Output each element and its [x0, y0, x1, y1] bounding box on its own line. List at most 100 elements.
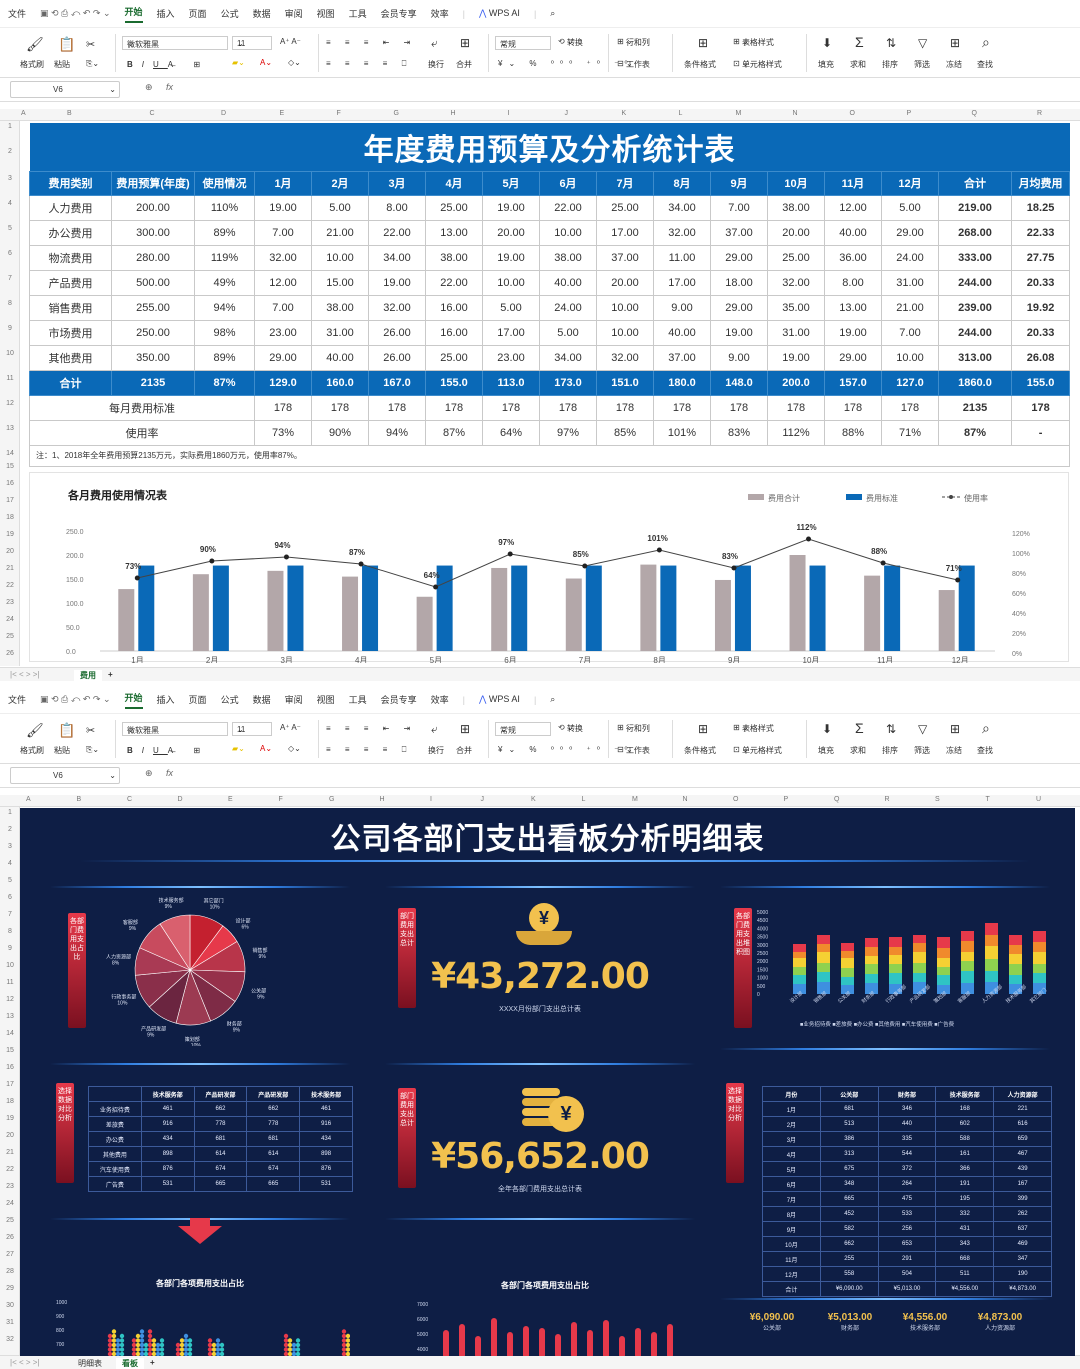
merge-label[interactable]: 合并 [456, 60, 472, 69]
sort-icon[interactable]: ⇅ [886, 36, 897, 50]
tab-review[interactable]: 审阅 [284, 9, 303, 19]
tab-formula-2[interactable]: 公式 [220, 695, 239, 705]
fx-icon[interactable]: fx [166, 82, 174, 92]
tab-page[interactable]: 页面 [188, 9, 207, 19]
name-box-2[interactable]: V6 ⌄ [10, 767, 120, 784]
find-icon-2[interactable]: ⌕ [982, 720, 990, 736]
filter-label[interactable]: 筛选 [914, 60, 930, 69]
wrap-icon-2[interactable]: ⤶ [431, 722, 438, 736]
tab-efficiency[interactable]: 效率 [430, 9, 449, 19]
sheet-tab-fee[interactable]: 费用 [74, 670, 102, 681]
filter-icon[interactable]: ▽ [918, 36, 928, 50]
font-color-icon-2[interactable]: A⌄ [260, 744, 273, 753]
tab-view-2[interactable]: 视图 [316, 695, 335, 705]
zoom-icon-2[interactable]: ⊕ [145, 768, 153, 778]
paste-label-2[interactable]: 粘贴 [54, 746, 70, 755]
merge-icon[interactable]: ⊞ [460, 36, 471, 50]
merge-label-2[interactable]: 合并 [456, 746, 472, 755]
sum-label[interactable]: 求和 [850, 60, 866, 69]
fill-label-2[interactable]: 填充 [818, 746, 834, 755]
freeze-icon-2[interactable]: ⊞ [950, 722, 961, 736]
sum-icon-2[interactable]: Σ [855, 720, 864, 736]
cond-format-icon-2[interactable]: ⊞ [698, 722, 709, 736]
menu-file[interactable]: 文件 [8, 9, 27, 19]
worksheet-button-2[interactable]: ⊟ 工作表 ⌄ [617, 745, 650, 755]
fill-icon-2[interactable]: ⬇ [822, 722, 833, 736]
wrap-icon[interactable]: ⤶ [431, 36, 438, 50]
fill-icon[interactable]: ⬇ [822, 36, 833, 50]
freeze-label[interactable]: 冻结 [946, 60, 962, 69]
font-color-icon[interactable]: A⌄ [260, 58, 273, 67]
add-sheet-icon-2[interactable]: + [150, 1358, 155, 1367]
tab-page-2[interactable]: 页面 [188, 695, 207, 705]
copy-icon[interactable]: ⎘⌄ [86, 59, 100, 68]
tab-home-2[interactable]: 开始 [124, 691, 143, 709]
cut-icon-2[interactable]: ✂ [86, 725, 96, 737]
clear-icon[interactable]: ◇⌄ [288, 58, 301, 67]
tab-tools[interactable]: 工具 [348, 9, 367, 19]
grow-font-icon-2[interactable]: A⁺ A⁻ [280, 723, 301, 732]
size-select[interactable]: 11 ⌄ [232, 36, 272, 50]
format-painter-label-2[interactable]: 格式刷 [20, 746, 44, 755]
find-label[interactable]: 查找 [977, 60, 993, 69]
table-style-button-2[interactable]: ⊞ 表格样式 ⌄ [733, 723, 774, 733]
search-icon-2[interactable]: ⌕ [550, 694, 556, 704]
tab-efficiency-2[interactable]: 效率 [430, 695, 449, 705]
tab-review-2[interactable]: 审阅 [284, 695, 303, 705]
fill-label[interactable]: 填充 [818, 60, 834, 69]
sort-label[interactable]: 排序 [882, 60, 898, 69]
tab-nav-icons[interactable]: |< < > >| [10, 670, 40, 679]
sheet-tab-detail[interactable]: 明细表 [78, 1359, 102, 1368]
font-select[interactable]: 微软雅黑 ⌄ [122, 36, 228, 50]
menu-file-2[interactable]: 文件 [8, 695, 27, 705]
sum-label-2[interactable]: 求和 [850, 746, 866, 755]
tab-tools-2[interactable]: 工具 [348, 695, 367, 705]
tab-formula[interactable]: 公式 [220, 9, 239, 19]
font-style-icons[interactable]: BIUA̶ ⊞ [127, 60, 210, 69]
align-icons-2[interactable]: ≡ ≡ ≡ ≡ ⎕ [326, 59, 413, 68]
font-select-2[interactable]: 微软雅黑 ⌄ [122, 722, 228, 736]
tab-member-2[interactable]: 会员专享 [380, 695, 417, 705]
filter-icon-2[interactable]: ▽ [918, 722, 928, 736]
table-style-button[interactable]: ⊞ 表格样式 ⌄ [733, 37, 774, 47]
sort-icon-2[interactable]: ⇅ [886, 722, 897, 736]
tab-member[interactable]: 会员专享 [380, 9, 417, 19]
number-icons-2[interactable]: ¥⌄ % ⁰⁰⁰ ⁺⁰ ⁻⁰ [498, 745, 634, 754]
sort-label-2[interactable]: 排序 [882, 746, 898, 755]
convert-button[interactable]: ⟲ 转换 ⌄ [558, 37, 583, 47]
search-icon[interactable]: ⌕ [550, 8, 556, 18]
paste-icon-2[interactable]: 📋 [58, 722, 76, 738]
freeze-label-2[interactable]: 冻结 [946, 746, 962, 755]
rows-cols-button[interactable]: ⊞ 行和列 ⌄ [617, 37, 650, 47]
sheet-tab-board[interactable]: 看板 [116, 1358, 144, 1369]
rows-cols-button-2[interactable]: ⊞ 行和列 ⌄ [617, 723, 650, 733]
cell-style-button[interactable]: ⊡ 单元格样式 ⌄ [733, 59, 782, 69]
cond-format-label-2[interactable]: 条件格式 [684, 746, 716, 755]
clear-icon-2[interactable]: ◇⌄ [288, 744, 301, 753]
copy-icon-2[interactable]: ⎘⌄ [86, 745, 100, 754]
tab-insert-2[interactable]: 插入 [156, 695, 175, 705]
cond-format-label[interactable]: 条件格式 [684, 60, 716, 69]
wps-ai-button-2[interactable]: ⋀ WPS AI [479, 694, 520, 705]
cut-icon[interactable]: ✂ [86, 39, 96, 51]
highlight-icon-2[interactable]: ▰⌄ [232, 744, 245, 753]
align-icons-b[interactable]: ≡ ≡ ≡ ⇤ ⇥ [326, 724, 417, 733]
convert-button-2[interactable]: ⟲ 转换 ⌄ [558, 723, 583, 733]
tab-nav-icons-2[interactable]: |< < > >| [10, 1358, 40, 1367]
tab-insert[interactable]: 插入 [156, 9, 175, 19]
find-icon[interactable]: ⌕ [982, 34, 990, 50]
format-painter-icon-2[interactable]: 🖌 [26, 722, 44, 738]
sum-icon[interactable]: Σ [855, 34, 864, 50]
tab-data-2[interactable]: 数据 [252, 695, 271, 705]
format-painter-icon[interactable]: 🖌 [26, 36, 44, 52]
tab-home[interactable]: 开始 [124, 5, 143, 23]
add-sheet-icon[interactable]: + [108, 670, 113, 679]
format-painter-label[interactable]: 格式刷 [20, 60, 44, 69]
tab-data[interactable]: 数据 [252, 9, 271, 19]
tab-view[interactable]: 视图 [316, 9, 335, 19]
cell-style-button-2[interactable]: ⊡ 单元格样式 ⌄ [733, 745, 782, 755]
cond-format-icon[interactable]: ⊞ [698, 36, 709, 50]
number-format-select[interactable]: 常规 ⌄ [495, 36, 551, 50]
size-select-2[interactable]: 11 ⌄ [232, 722, 272, 736]
font-style-icons-2[interactable]: BIUA̶ ⊞ [127, 746, 210, 755]
